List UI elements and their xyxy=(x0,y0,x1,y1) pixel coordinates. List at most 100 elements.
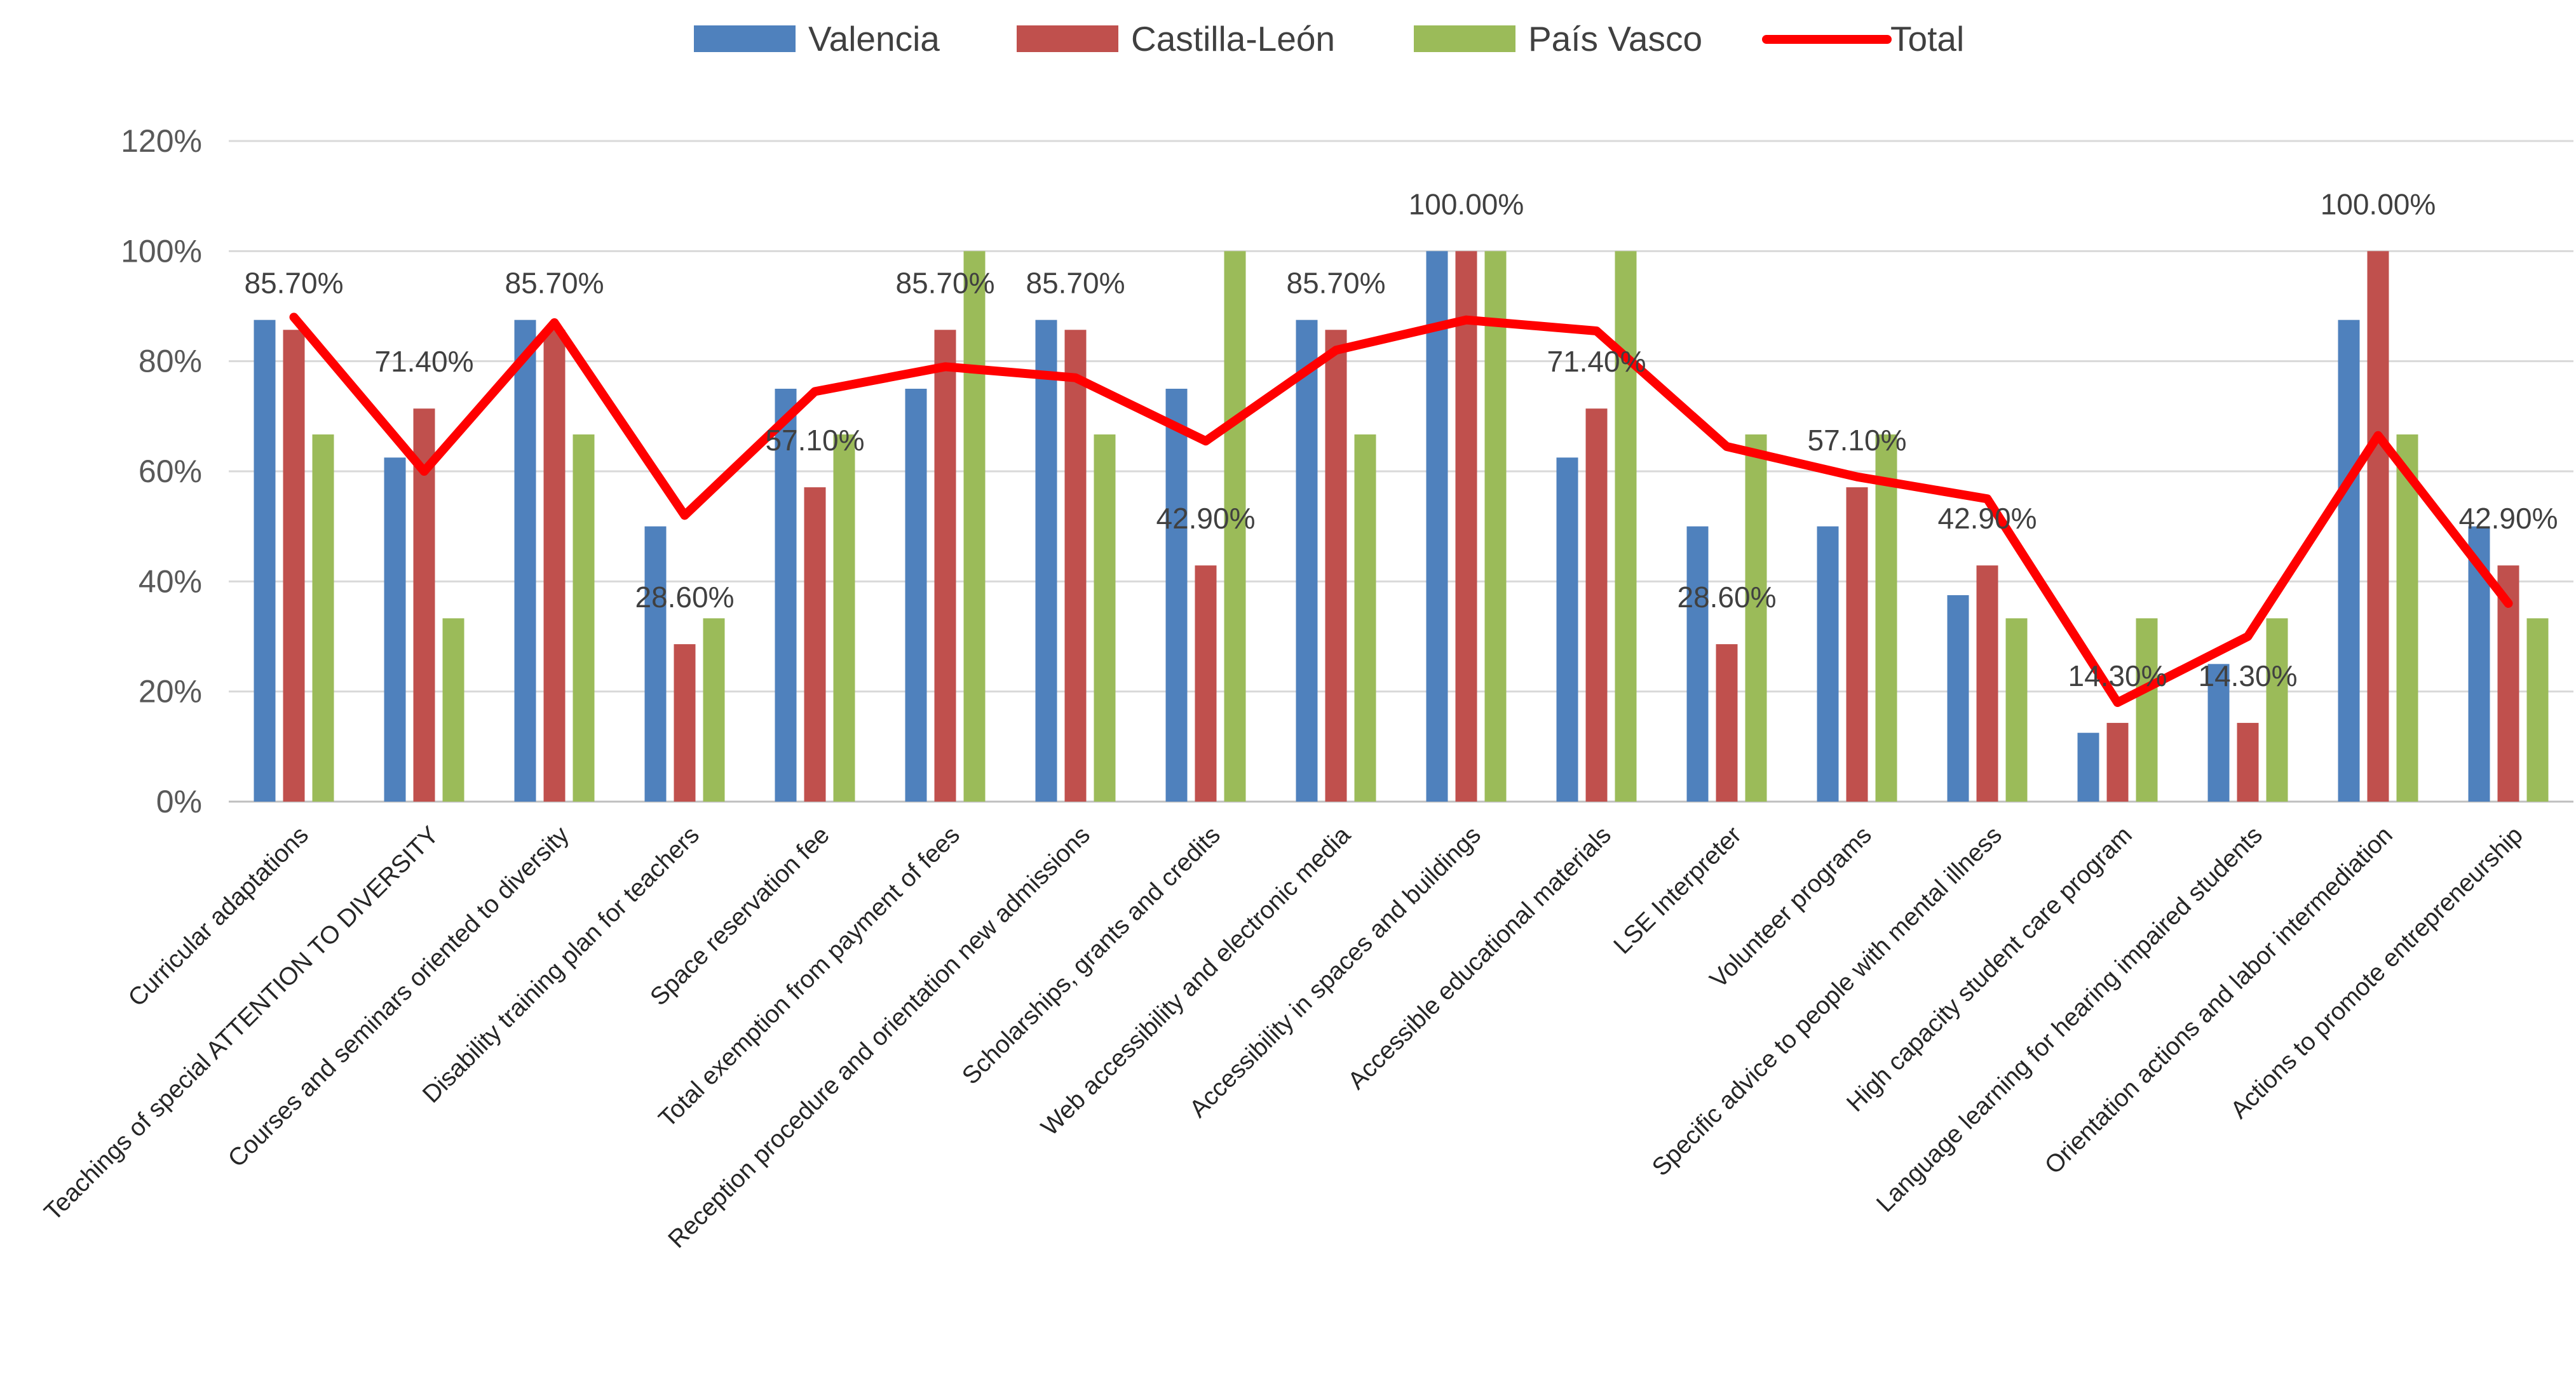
bar-pais-vasco xyxy=(2136,618,2158,802)
bar-pais-vasco xyxy=(2396,434,2418,802)
bar-pais-vasco xyxy=(1484,251,1507,802)
data-label: 71.40% xyxy=(374,345,473,378)
bar-valencia xyxy=(384,457,406,802)
bar-valencia xyxy=(2338,320,2360,802)
bar-pais-vasco xyxy=(703,618,725,802)
bar-valencia xyxy=(1426,251,1448,802)
bar-pais-vasco xyxy=(963,251,986,802)
bar-castilla-leon xyxy=(543,330,566,802)
bar-valencia xyxy=(1817,526,1839,802)
bar-pais-vasco xyxy=(2526,618,2549,802)
bar-castilla-leon xyxy=(1585,408,1608,802)
data-label: 100.00% xyxy=(2321,187,2436,220)
bar-valencia xyxy=(514,320,536,802)
data-label: 28.60% xyxy=(635,581,734,614)
bars xyxy=(254,251,2549,802)
data-label: 42.90% xyxy=(1156,502,1255,535)
x-tick-label: Total exemption from payment of fees xyxy=(654,821,965,1133)
y-tick-label: 80% xyxy=(139,344,202,379)
bar-castilla-leon xyxy=(1325,330,1347,802)
x-tick-label: Accessibility in spaces and buildings xyxy=(1184,821,1486,1123)
bar-castilla-leon xyxy=(1846,487,1868,802)
data-label: 57.10% xyxy=(1807,424,1906,457)
bar-valencia xyxy=(254,320,276,802)
y-tick-label: 100% xyxy=(121,233,202,269)
bar-pais-vasco xyxy=(1094,434,1116,802)
y-tick-label: 20% xyxy=(139,674,202,710)
bar-castilla-leon xyxy=(1455,251,1477,802)
total-line xyxy=(289,313,2513,707)
legend-swatch xyxy=(1414,25,1515,52)
bar-valencia xyxy=(644,526,667,802)
legend-label: País Vasco xyxy=(1528,19,1702,58)
data-label: 85.70% xyxy=(244,266,343,299)
bar-pais-vasco xyxy=(1745,434,1767,802)
data-label: 85.70% xyxy=(505,266,604,299)
data-label: 85.70% xyxy=(1286,266,1385,299)
data-labels: 85.70% 71.40% 85.70% 28.60% 57.10% 85.70% 85.7… xyxy=(244,187,2558,692)
data-label: 42.90% xyxy=(2458,502,2558,535)
legend-swatch xyxy=(694,25,796,52)
bar-valencia xyxy=(1165,389,1188,802)
data-label: 100.00% xyxy=(1409,187,1524,220)
bar-pais-vasco xyxy=(573,434,595,802)
bar-pais-vasco xyxy=(2266,618,2288,802)
x-tick-label: Reception procedure and orientation new … xyxy=(663,821,1095,1253)
bar-pais-vasco xyxy=(2005,618,2028,802)
bar-pais-vasco xyxy=(1615,251,1637,802)
data-label: 14.30% xyxy=(2198,659,2297,692)
bar-valencia xyxy=(2207,664,2230,802)
data-label: 85.70% xyxy=(1026,266,1125,299)
bar-valencia xyxy=(775,389,797,802)
bar-castilla-leon xyxy=(674,644,696,802)
data-label: 42.90% xyxy=(1937,502,2037,535)
x-tick-label: High capacity student care program xyxy=(1841,821,2138,1117)
bar-castilla-leon xyxy=(2106,723,2129,802)
data-label: 57.10% xyxy=(765,424,864,457)
bar-valencia xyxy=(1035,320,1057,802)
data-label: 14.30% xyxy=(2068,659,2167,692)
x-tick-label: Disability training plan for teachers xyxy=(417,821,705,1108)
legend-item-total: Total xyxy=(1762,19,1964,58)
bar-valencia xyxy=(1947,595,1969,802)
bar-castilla-leon xyxy=(1976,565,1998,802)
bar-castilla-leon xyxy=(934,330,956,802)
legend-item-valencia: Valencia xyxy=(694,19,940,58)
legend-label: Valencia xyxy=(808,19,940,58)
bar-valencia xyxy=(2077,732,2099,802)
y-tick-label: 0% xyxy=(156,784,202,819)
gridlines xyxy=(229,140,2573,693)
bar-pais-vasco xyxy=(312,434,334,802)
bar-valencia xyxy=(905,389,927,802)
y-tick-label: 40% xyxy=(139,563,202,599)
legend-label: Castilla-León xyxy=(1131,19,1335,58)
legend: Valencia Castilla-León País Vasco Total xyxy=(694,19,1964,58)
legend-label: Total xyxy=(1890,19,1964,58)
bar-castilla-leon xyxy=(804,487,826,802)
x-tick-label: Actions to promote entrepreneurship xyxy=(2225,821,2528,1124)
bar-pais-vasco xyxy=(1224,251,1246,802)
bar-castilla-leon xyxy=(2237,723,2259,802)
line-total xyxy=(289,313,2513,707)
bar-castilla-leon xyxy=(1716,644,1738,802)
bar-valencia xyxy=(1556,457,1578,802)
data-label: 28.60% xyxy=(1677,581,1776,614)
y-tick-label: 120% xyxy=(121,123,202,159)
bar-pais-vasco xyxy=(1875,434,1897,802)
bar-valencia xyxy=(1296,320,1318,802)
bar-castilla-leon xyxy=(2367,251,2389,802)
bar-pais-vasco xyxy=(1354,434,1376,802)
data-label: 71.40% xyxy=(1547,345,1646,378)
y-tick-label: 60% xyxy=(139,454,202,489)
bar-valencia xyxy=(1686,526,1709,802)
legend-swatch xyxy=(1017,25,1118,52)
x-tick-label: Accessible educational materials xyxy=(1343,821,1616,1094)
data-label: 85.70% xyxy=(895,266,994,299)
bar-castilla-leon xyxy=(283,330,305,802)
legend-item-pais-vasco: País Vasco xyxy=(1414,19,1702,58)
bar-castilla-leon xyxy=(1064,330,1087,802)
x-tick-label: LSE Interpreter xyxy=(1608,821,1746,959)
bar-pais-vasco xyxy=(833,434,855,802)
